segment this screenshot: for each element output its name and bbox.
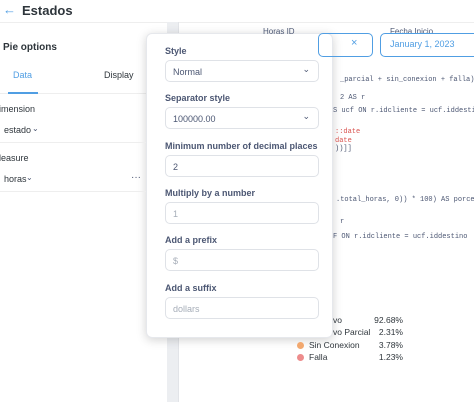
select[interactable]: Normal ⌄ — [165, 60, 319, 82]
back-button[interactable]: ← — [3, 2, 16, 17]
code-line: S ucf ON r.idcliente = ucf.iddestino — [333, 107, 474, 115]
field-label: Separator style — [165, 93, 231, 104]
code-line: ))]] — [335, 145, 352, 153]
filter-box[interactable] — [318, 33, 373, 57]
code-line: 2 AS r — [340, 94, 366, 102]
filter-box[interactable] — [380, 33, 474, 57]
tab-divider — [0, 93, 146, 94]
chevron: ⌄ — [32, 124, 39, 133]
field-label: Minimum number of decimal places — [165, 140, 318, 151]
legend-dot — [297, 353, 304, 361]
legend-label: Falla — [309, 351, 328, 362]
code-line: _parcial + sin_conexion + falla)) AS — [340, 76, 474, 84]
field-label: Add a prefix — [165, 235, 218, 246]
placeholder: dollars — [173, 303, 200, 314]
code-line: r — [340, 218, 345, 226]
tab-underline — [8, 92, 38, 94]
legend-value: 1.23% — [378, 351, 403, 362]
field-name[interactable]: estado — [4, 125, 32, 135]
tab[interactable]: Display — [104, 70, 134, 80]
chevron: ⌄ — [26, 173, 33, 182]
select[interactable]: 100000.00 ⌄ — [165, 107, 319, 130]
more-button[interactable]: ··· — [131, 172, 141, 183]
section-label: leasure — [0, 153, 29, 163]
chevron: ⌄ — [302, 111, 310, 122]
legend-label: vo Parcial — [333, 327, 371, 338]
field-name[interactable]: horas — [4, 174, 27, 184]
field-label: Style — [165, 46, 187, 56]
legend-value: 92.68% — [374, 315, 403, 325]
chevron: ⌄ — [302, 64, 310, 74]
divider — [0, 142, 146, 143]
legend-value: 2.31% — [378, 327, 403, 338]
divider — [0, 191, 146, 192]
top-bar — [0, 0, 474, 23]
code-line: .total_horas, 0)) * 100) AS porcentaj — [336, 196, 474, 204]
field-value: 100000.00 — [173, 114, 216, 125]
filter-label: Fecha Inicio — [390, 27, 434, 36]
code-line: ::date — [335, 128, 361, 136]
placeholder: $ — [173, 256, 179, 267]
text-input[interactable]: 2 — [165, 154, 319, 177]
legend-dot — [297, 341, 304, 349]
legend-value: 3.78% — [378, 339, 403, 350]
field-value: 2 — [173, 161, 179, 172]
page-title: Estados — [22, 3, 73, 18]
clear-icon[interactable]: × — [351, 37, 358, 49]
field-label: Add a suffix — [165, 282, 217, 293]
filter-label: Horas ID — [263, 27, 295, 36]
popover: Style Normal ⌄ Separator style 100000.00 ⌄ Min… — [146, 33, 333, 338]
code-line: F ON r.idcliente = ucf.iddestino — [333, 233, 468, 241]
code-line: date — [335, 137, 352, 145]
tab[interactable]: Data — [13, 70, 33, 80]
text-input[interactable]: $ — [165, 249, 319, 272]
field-label: Multiply by a number — [165, 187, 256, 198]
placeholder: 1 — [173, 208, 179, 219]
sidebar-title: Pie options — [3, 42, 57, 53]
text-input[interactable]: dollars — [165, 296, 319, 319]
section-label: imension — [0, 104, 36, 114]
filter-value[interactable]: January 1, 2023 — [390, 39, 455, 49]
field-value: Normal — [173, 67, 203, 77]
legend-label: vo — [333, 315, 342, 325]
text-input[interactable]: 1 — [165, 201, 319, 224]
legend-label: Sin Conexion — [309, 339, 360, 350]
